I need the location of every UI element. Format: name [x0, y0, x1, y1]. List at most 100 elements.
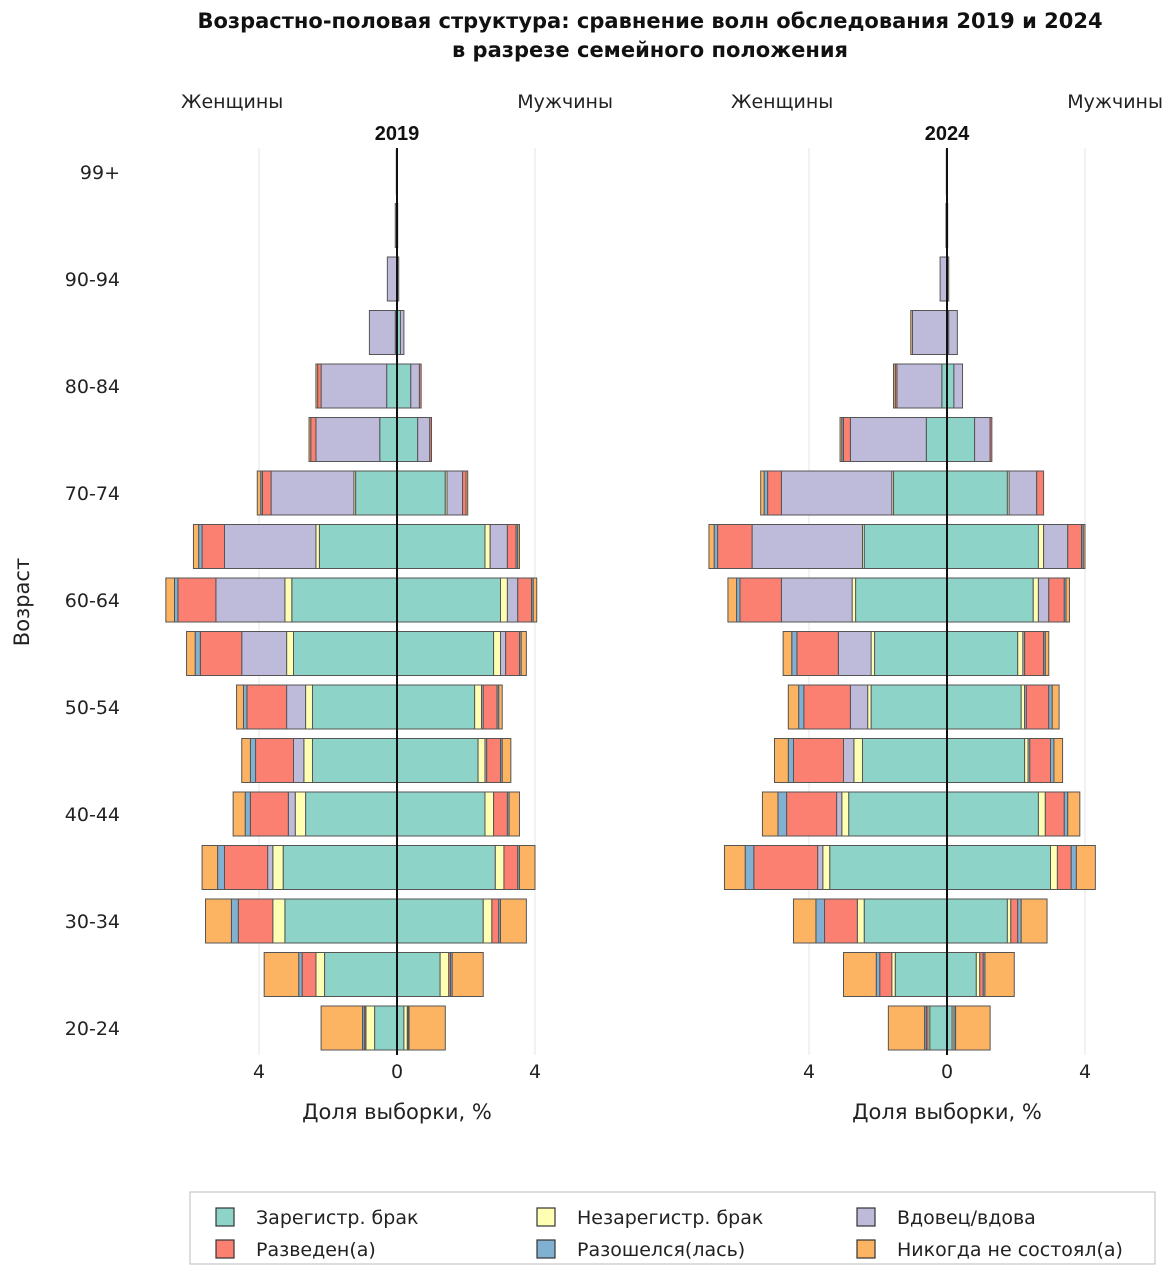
bar-women-30-34-4 [230, 898, 239, 944]
bar-men-30-34-3 [1010, 898, 1019, 944]
bar-men-50-54-1 [474, 684, 483, 730]
bar-men-30-34-5 [1020, 898, 1048, 944]
legend-label: Незарегистр. брак [577, 1207, 763, 1229]
bar-women-85-89-2 [368, 310, 396, 355]
bar-women-50-54-5 [236, 684, 244, 730]
panel-2019: 2019 Женщины Мужчины 4 0 4 Доля выборки, % [165, 91, 613, 1124]
bar-women-35-39-0 [829, 845, 948, 890]
bar-women-40-44-4 [777, 791, 788, 837]
legend-label: Разведен(а) [256, 1239, 376, 1261]
bar-women-40-44-2 [287, 791, 296, 837]
legend-label: Разошелся(лась) [577, 1239, 745, 1261]
bar-women-35-39-3 [753, 845, 819, 890]
bar-women-35-39-2 [817, 845, 824, 890]
bar-men-35-39-1 [494, 845, 505, 890]
y-tick-label: 50-54 [65, 697, 120, 719]
bar-men-40-44-5 [1067, 791, 1081, 837]
bar-women-55-59-3 [796, 631, 839, 676]
bar-men-45-49-5 [501, 738, 512, 783]
bar-men-25-29-5 [984, 952, 1015, 997]
bar-women-25-29-5 [843, 952, 877, 997]
bar-men-65-69-5 [1082, 524, 1086, 569]
bar-women-75-79-2 [315, 417, 381, 462]
bar-men-75-79-0 [396, 417, 419, 462]
bar-women-80-84-3 [317, 363, 322, 409]
legend-swatch [215, 1207, 235, 1227]
bar-men-60-64-1 [500, 577, 508, 623]
bar-men-55-59-2 [500, 631, 507, 676]
bar-men-55-59-0 [946, 631, 1019, 676]
bar-women-65-69-5 [708, 524, 715, 569]
bar-women-65-69-4 [713, 524, 719, 569]
bar-men-70-74-3 [462, 470, 467, 516]
bar-women-25-29-4 [298, 952, 303, 997]
bar-men-40-44-5 [508, 791, 520, 837]
bar-men-65-69-3 [1067, 524, 1083, 569]
bar-men-40-44-0 [396, 791, 486, 837]
bar-women-45-49-3 [255, 738, 295, 783]
bar-women-60-64-1 [851, 577, 857, 623]
bar-men-65-69-1 [484, 524, 491, 569]
bar-men-45-49-0 [396, 738, 479, 783]
bar-men-65-69-3 [506, 524, 517, 569]
bar-women-45-49-0 [861, 738, 948, 783]
bar-men-80-84-3 [418, 363, 422, 409]
legend-label: Зарегистр. брак [256, 1207, 418, 1229]
bar-men-20-24-1 [403, 1005, 408, 1051]
bar-men-30-34-1 [1006, 898, 1012, 944]
bar-men-55-59-0 [396, 631, 495, 676]
bar-women-70-74-4 [763, 470, 769, 516]
x-axis-title: Доля выборки, % [852, 1100, 1042, 1124]
bar-men-30-34-4 [1017, 898, 1022, 944]
bar-men-30-34-3 [491, 898, 500, 944]
bar-women-50-54-0 [870, 684, 948, 730]
bar-men-75-79-3 [989, 417, 993, 462]
bar-women-45-49-0 [311, 738, 398, 783]
bar-men-70-74-2 [1008, 470, 1038, 516]
bar-women-35-39-1 [822, 845, 831, 890]
bar-women-65-69-2 [751, 524, 863, 569]
legend-swatch [536, 1239, 556, 1259]
bar-men-25-29-3 [979, 952, 984, 997]
bar-men-45-49-0 [946, 738, 1026, 783]
bar-women-60-64-2 [215, 577, 286, 623]
bar-men-45-49-3 [1029, 738, 1052, 783]
bar-men-60-64-2 [1037, 577, 1050, 623]
bar-women-30-34-5 [792, 898, 817, 944]
bar-women-30-34-0 [284, 898, 398, 944]
bar-men-20-24-5 [408, 1005, 446, 1051]
bar-men-65-69-1 [1037, 524, 1045, 569]
bar-women-50-54-0 [311, 684, 398, 730]
bar-women-60-64-5 [727, 577, 738, 623]
bar-women-30-34-3 [824, 898, 858, 944]
bar-women-65-69-1 [315, 524, 320, 569]
bar-women-25-29-3 [879, 952, 893, 997]
bar-women-35-39-4 [217, 845, 226, 890]
bar-women-55-59-2 [837, 631, 872, 676]
bar-women-25-29-5 [263, 952, 300, 997]
bar-women-75-79-0 [925, 417, 948, 462]
y-axis-title: Возраст [10, 558, 34, 646]
bar-women-40-44-3 [249, 791, 289, 837]
bar-women-75-79-0 [379, 417, 398, 462]
bar-women-75-79-3 [310, 417, 317, 462]
bar-men-55-59-1 [493, 631, 502, 676]
y-tick-label: 99+ [80, 162, 120, 184]
bar-women-25-29-1 [891, 952, 896, 997]
bar-men-70-74-5 [465, 470, 469, 516]
bar-women-70-74-5 [256, 470, 262, 516]
bar-women-45-49-1 [853, 738, 863, 783]
x-tick-label: 4 [529, 1061, 541, 1083]
bar-men-60-64-3 [1048, 577, 1065, 623]
bar-women-45-49-4 [787, 738, 794, 783]
bar-men-30-34-1 [482, 898, 493, 944]
legend-item: Незарегистр. брак [536, 1207, 763, 1229]
bar-men-65-69-2 [489, 524, 508, 569]
bar-women-40-44-0 [305, 791, 398, 837]
bar-women-65-69-4 [198, 524, 203, 569]
bar-men-50-54-1 [1020, 684, 1026, 730]
bar-women-35-39-5 [723, 845, 746, 890]
chart-title-line1: Возрастно-половая структура: сравнение в… [197, 9, 1102, 33]
bar-men-25-29-0 [946, 952, 977, 997]
bar-women-30-34-4 [815, 898, 826, 944]
